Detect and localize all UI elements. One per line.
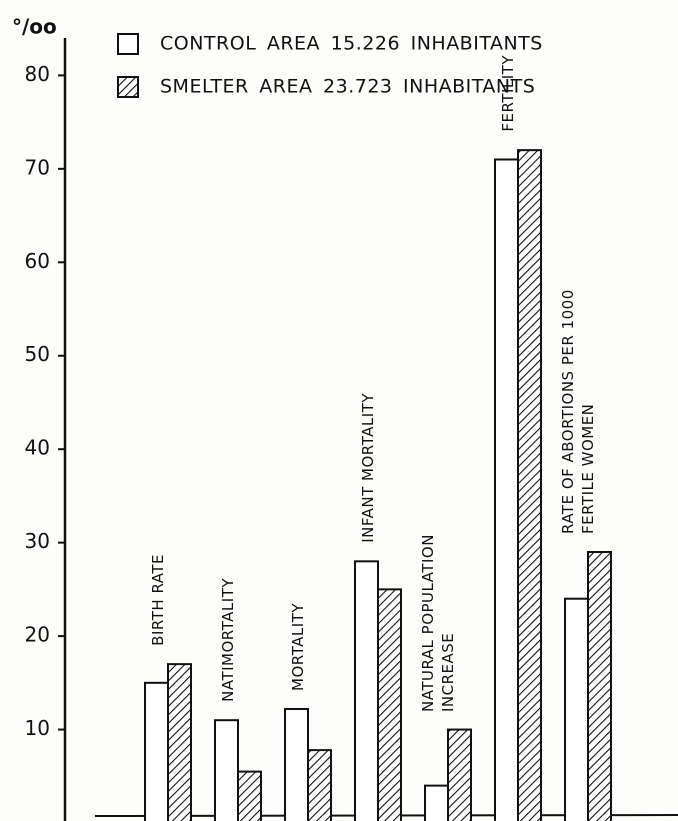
y-tick-label: 10 [25,716,50,740]
y-axis-label: °/oo [12,15,57,39]
bar [214,719,239,821]
bar [377,588,402,821]
category-label: NATURAL POPULATION INCREASE [419,533,457,712]
bar [494,158,519,821]
bar [237,770,262,821]
legend-swatch [117,76,139,98]
y-tick-label: 60 [25,249,50,273]
bar [354,560,379,821]
category-label: MORTALITY [289,602,307,691]
bar [144,681,169,821]
legend-label: SMELTER AREA 23.723 INHABITANTS [160,76,535,98]
bar [424,784,449,821]
category-label: INFANT MORTALITY [359,393,377,544]
category-label: RATE OF ABORTIONS PER 1000 FERTILE WOMEN [559,289,597,534]
category-label: BIRTH RATE [149,554,167,646]
category-label: FERTILITY [499,55,517,132]
bar [447,728,472,821]
legend-label: CONTROL AREA 15.226 INHABITANTS [160,33,543,55]
bar [587,550,612,821]
bar [517,149,542,821]
y-tick-label: 50 [25,342,50,366]
category-label: NATIMORTALITY [219,578,237,703]
bar [307,749,332,821]
y-tick-label: 70 [25,155,50,179]
bar [167,663,192,821]
bar [564,597,589,821]
legend-swatch [117,33,139,55]
bar [284,707,309,821]
y-tick-label: 20 [25,623,50,647]
y-tick-label: 80 [25,62,50,86]
y-tick-label: 30 [25,529,50,553]
y-tick-label: 40 [25,436,50,460]
